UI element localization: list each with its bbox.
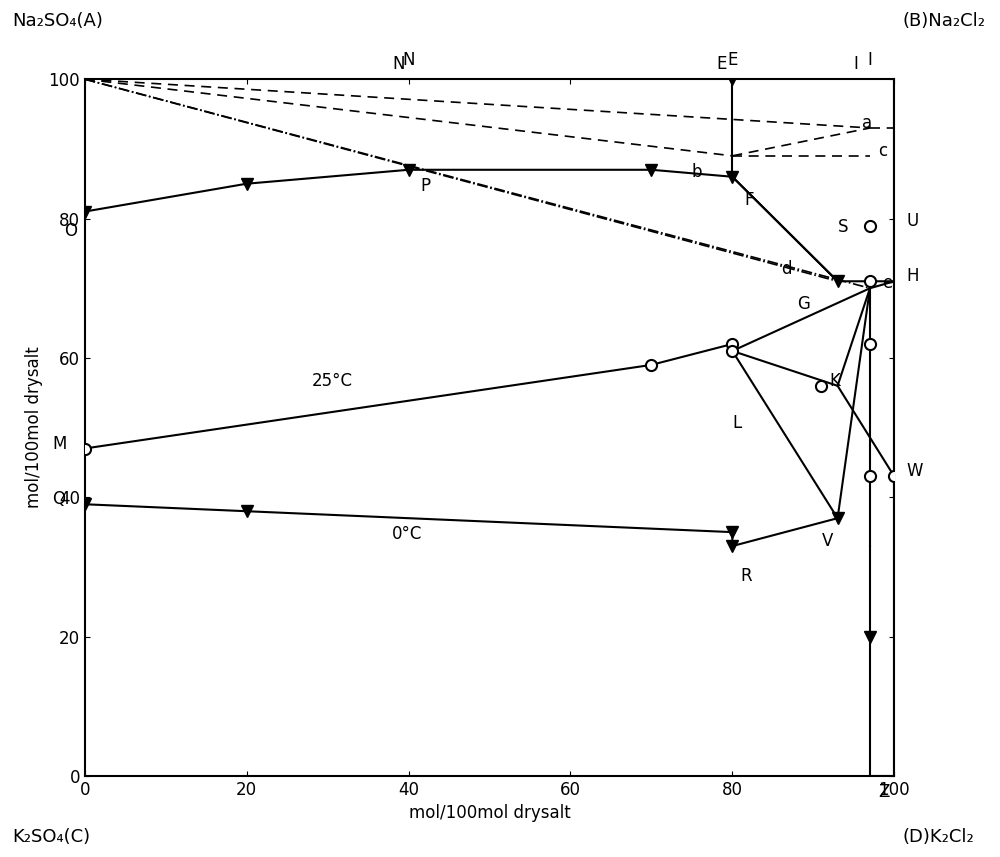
X-axis label: mol/100mol drysalt: mol/100mol drysalt — [409, 805, 570, 823]
Text: I: I — [854, 55, 859, 73]
Text: E: E — [716, 55, 727, 73]
Text: d: d — [781, 261, 791, 279]
Text: W: W — [906, 463, 923, 481]
Text: F: F — [744, 190, 754, 208]
Text: a: a — [862, 114, 872, 132]
Text: S: S — [838, 219, 848, 237]
Text: I: I — [868, 51, 872, 69]
Text: K: K — [829, 372, 840, 390]
Text: Q: Q — [52, 490, 65, 508]
Text: 25°C: 25°C — [311, 372, 352, 390]
Text: 0°C: 0°C — [392, 525, 423, 543]
Text: e: e — [882, 274, 892, 292]
Text: O: O — [65, 222, 78, 240]
Text: b: b — [692, 163, 702, 181]
Text: U: U — [906, 212, 919, 230]
Text: N: N — [402, 51, 415, 69]
Text: R: R — [740, 566, 752, 584]
Text: H: H — [906, 267, 919, 285]
Text: M: M — [52, 434, 67, 452]
Y-axis label: mol/100mol drysalt: mol/100mol drysalt — [25, 347, 43, 508]
Text: G: G — [797, 295, 810, 313]
Text: E: E — [727, 51, 738, 69]
Text: (B)Na₂Cl₂: (B)Na₂Cl₂ — [902, 12, 985, 30]
Text: Z: Z — [878, 783, 889, 801]
Text: c: c — [878, 142, 887, 160]
Text: V: V — [821, 532, 833, 550]
Text: P: P — [421, 177, 431, 195]
Text: L: L — [732, 414, 742, 432]
Text: Na₂SO₄(A): Na₂SO₄(A) — [12, 12, 103, 30]
Text: N: N — [392, 55, 405, 73]
Text: (D)K₂Cl₂: (D)K₂Cl₂ — [902, 828, 974, 846]
Text: K₂SO₄(C): K₂SO₄(C) — [12, 828, 90, 846]
